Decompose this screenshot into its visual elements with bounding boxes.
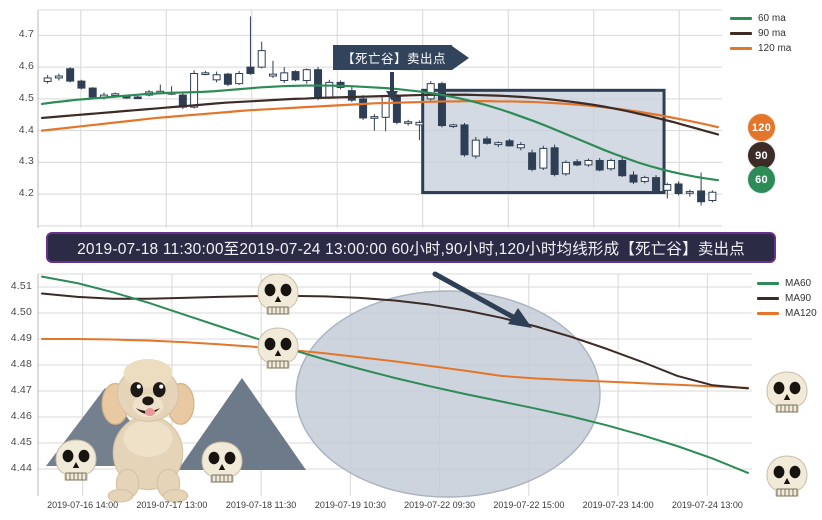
ma-badge-60[interactable]: 60 <box>748 166 775 193</box>
legend-line-icon <box>730 32 752 35</box>
price-y-tick: 4.5 <box>18 91 34 104</box>
ma-badge-label: 120 <box>751 121 772 134</box>
legend-line-icon <box>730 47 752 50</box>
title-banner: 2019-07-18 11:30:00至2019-07-24 13:00:00 … <box>46 232 776 263</box>
death-valley-pointer-arrow <box>432 271 532 328</box>
detail-x-tick: 2019-07-22 15:00 <box>493 500 565 510</box>
detail-x-tick: 2019-07-17 13:00 <box>136 500 208 510</box>
legend-line-icon <box>730 17 752 20</box>
ma-badge-90[interactable]: 90 <box>748 142 775 169</box>
legend-item[interactable]: 60 ma <box>730 12 791 25</box>
price-y-tick: 4.7 <box>18 28 34 41</box>
skull-icon <box>257 327 299 369</box>
skull-icon <box>55 439 97 481</box>
death-valley-callout: 【死亡谷】卖出点 <box>333 45 470 70</box>
legend-label: MA90 <box>785 293 812 304</box>
legend-item[interactable]: MA120 <box>757 307 817 320</box>
legend-label: 90 ma <box>758 28 786 39</box>
poodle-dog-sticker <box>101 359 195 503</box>
skull-icon <box>766 455 808 497</box>
legend-label: 60 ma <box>758 13 786 24</box>
ma-badge-label: 90 <box>755 149 768 162</box>
legend-item[interactable]: 90 ma <box>730 27 791 40</box>
legend-line-icon <box>757 282 779 285</box>
detail-y-tick: 4.51 <box>10 280 32 292</box>
price-y-tick: 4.4 <box>18 123 34 136</box>
price-y-tick: 4.3 <box>18 155 34 168</box>
detail-y-tick: 4.48 <box>10 358 32 370</box>
legend-item[interactable]: 120 ma <box>730 42 791 55</box>
legend-item[interactable]: MA60 <box>757 277 817 290</box>
death-valley-callout-label: 【死亡谷】卖出点 <box>342 52 447 66</box>
legend-line-icon <box>757 312 779 315</box>
title-banner-text: 2019-07-18 11:30:00至2019-07-24 13:00:00 … <box>77 240 745 258</box>
price-chart-panel: 4.7 4.6 4.5 4.4 4.3 4.2 60 ma 90 ma 120 ma 120 9… <box>0 0 822 228</box>
skull-icon <box>257 273 299 315</box>
price-chart-plot <box>37 9 722 228</box>
detail-x-tick: 2019-07-24 13:00 <box>671 500 743 510</box>
moving-average-detail-plot <box>37 271 808 503</box>
detail-x-tick: 2019-07-18 11:30 <box>225 500 297 510</box>
detail-x-tick: 2019-07-22 09:30 <box>404 500 476 510</box>
callout-arrow-head-icon <box>452 45 470 70</box>
legend-label: MA60 <box>785 278 812 289</box>
price-y-tick: 4.2 <box>18 187 34 200</box>
moving-average-detail-panel: 4.51 4.50 4.49 4.48 4.47 4.46 4.45 4.44 2019-07… <box>0 266 822 520</box>
skull-icon <box>201 441 243 483</box>
detail-y-tick: 4.45 <box>10 436 32 448</box>
detail-x-tick: 2019-07-16 14:00 <box>47 500 119 510</box>
legend-label: 120 ma <box>758 43 792 54</box>
detail-chart-legend: MA60 MA90 MA120 <box>757 277 817 322</box>
price-y-tick: 4.6 <box>18 60 34 73</box>
ma-badge-120[interactable]: 120 <box>748 114 775 141</box>
price-chart-legend: 60 ma 90 ma 120 ma <box>730 12 791 57</box>
detail-y-tick: 4.47 <box>10 384 32 396</box>
legend-item[interactable]: MA90 <box>757 292 817 305</box>
detail-x-tick: 2019-07-19 10:30 <box>314 500 386 510</box>
detail-y-tick: 4.49 <box>10 332 32 344</box>
detail-y-tick: 4.50 <box>10 306 32 318</box>
legend-line-icon <box>757 297 779 300</box>
detail-y-tick: 4.46 <box>10 410 32 422</box>
detail-y-tick: 4.44 <box>10 462 32 474</box>
ma-badge-label: 60 <box>755 173 768 186</box>
death-valley-callout-body: 【死亡谷】卖出点 <box>333 45 453 70</box>
skull-icon <box>766 371 808 413</box>
legend-label: MA120 <box>785 308 817 319</box>
detail-x-tick: 2019-07-23 14:00 <box>582 500 654 510</box>
